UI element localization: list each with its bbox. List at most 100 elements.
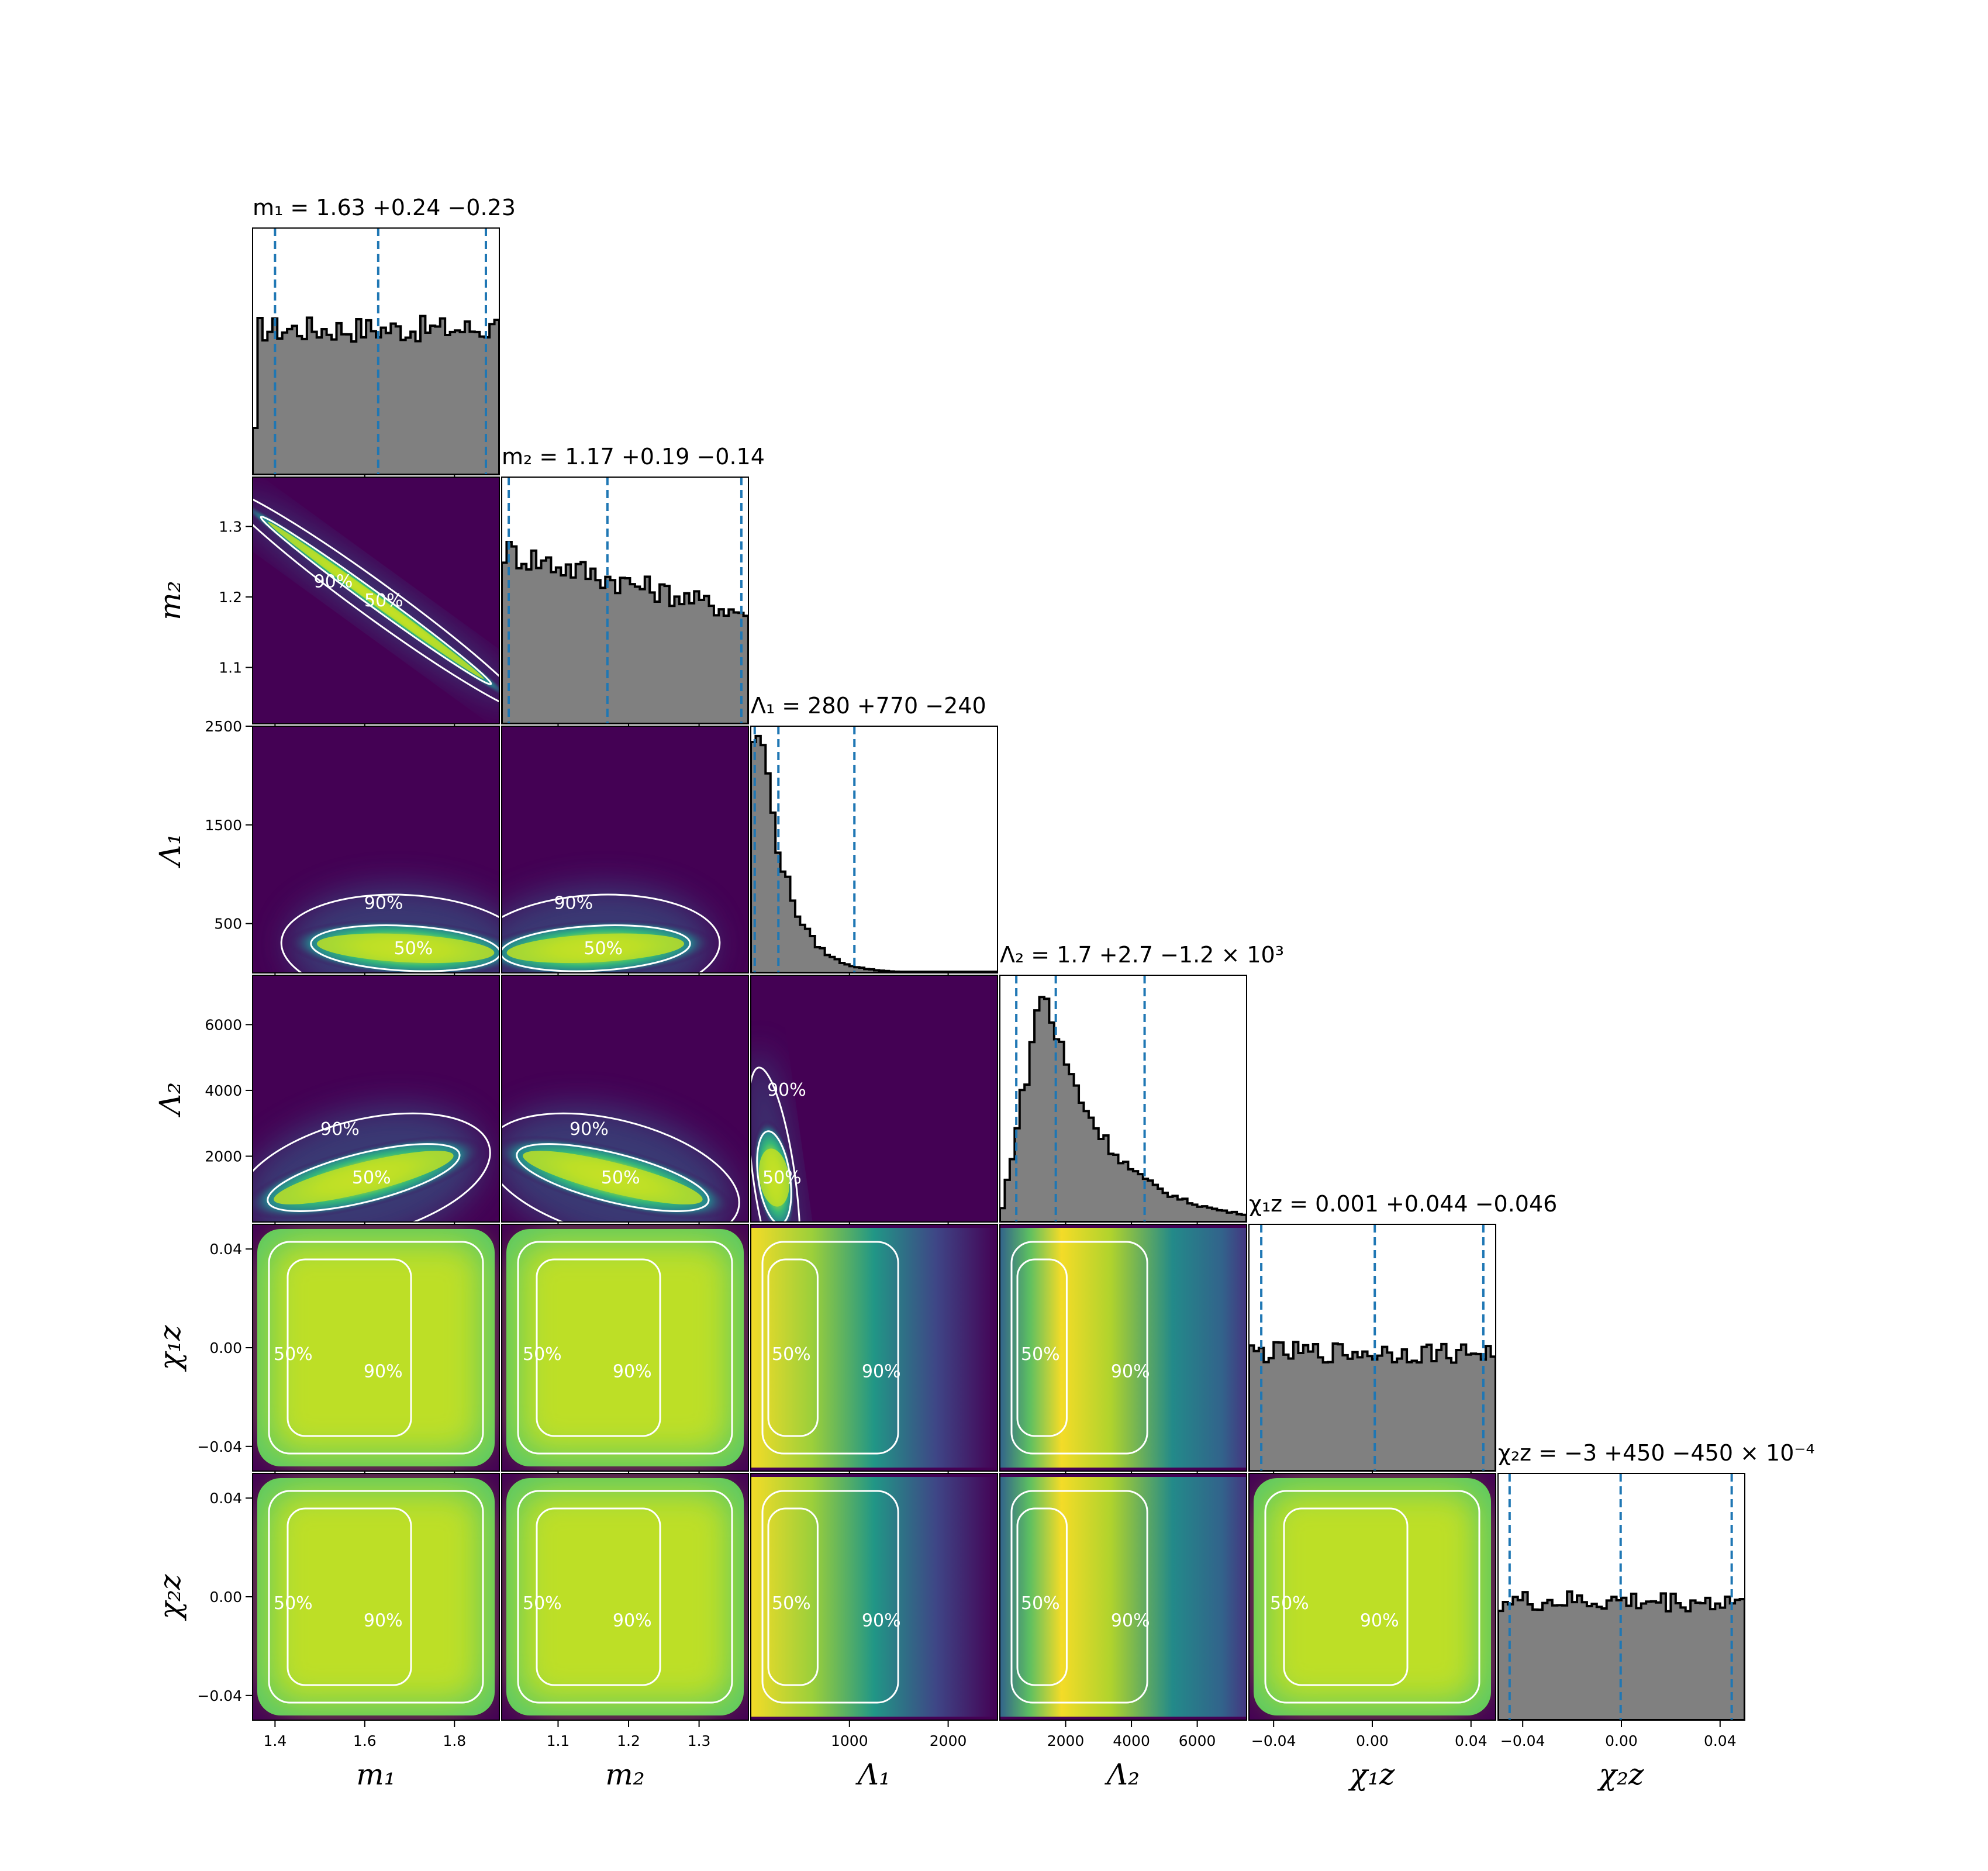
contour-90 bbox=[502, 893, 721, 973]
x-axis-label-L1: Λ₁ bbox=[855, 1758, 891, 1791]
x-tick-label: 1.1 bbox=[547, 1732, 570, 1749]
contour-50 bbox=[260, 516, 492, 685]
y-tick-label: 500 bbox=[214, 916, 242, 933]
x-tick-label: 0.04 bbox=[1704, 1732, 1737, 1749]
x-tick-label: 2000 bbox=[1047, 1732, 1085, 1749]
y-tick-label: 2500 bbox=[205, 718, 242, 735]
density-m2-chi1z: 50% 90% bbox=[506, 1229, 744, 1466]
contour-90 bbox=[253, 1112, 491, 1222]
y-tick-label: 1.1 bbox=[219, 660, 242, 676]
contour-50 bbox=[267, 1143, 461, 1212]
title-L2: Λ₂ = 1.7 +2.7 −1.2 × 10³ bbox=[1000, 942, 1284, 968]
contour-90 bbox=[761, 1241, 899, 1455]
contour-50 bbox=[287, 1507, 412, 1686]
panel-frame bbox=[750, 726, 998, 974]
density-L2-chi1z: 50% 90% bbox=[1000, 1228, 1247, 1468]
x-tick-label: 0.00 bbox=[1605, 1732, 1638, 1749]
contour-label-90: 90% bbox=[613, 1611, 652, 1631]
contour-label-90: 90% bbox=[613, 1362, 652, 1382]
panel-L1-m2: 50% 90% bbox=[501, 726, 749, 980]
contour-label-50: 50% bbox=[772, 1344, 811, 1365]
y-tick-label: 6000 bbox=[205, 1016, 242, 1033]
x-tick-label: 1.6 bbox=[353, 1732, 377, 1749]
contour-90 bbox=[280, 893, 499, 973]
panel-frame bbox=[750, 1224, 998, 1472]
x-tick-label: 1000 bbox=[831, 1732, 868, 1749]
title-chi1z: χ₁z = 0.001 +0.044 −0.046 bbox=[1249, 1191, 1557, 1217]
panel-frame bbox=[999, 1224, 1247, 1472]
contour-90 bbox=[1010, 1490, 1148, 1704]
title-chi2z: χ₂z = −3 +450 −450 × 10⁻⁴ bbox=[1498, 1440, 1815, 1466]
x-tick-label: −0.04 bbox=[1500, 1732, 1545, 1749]
contour-90 bbox=[1264, 1490, 1480, 1704]
contour-50 bbox=[310, 924, 499, 972]
panel-frame bbox=[750, 975, 998, 1223]
panel-frame bbox=[252, 477, 500, 724]
x-axis-label-chi2z: χ₂z bbox=[1597, 1758, 1644, 1791]
contour-label-90: 90% bbox=[314, 572, 353, 592]
density-L1-chi1z: 50% 90% bbox=[751, 1228, 998, 1468]
contour-90 bbox=[517, 1241, 733, 1455]
density-L1-chi2z: 50% 90% bbox=[751, 1477, 998, 1717]
panel-L1-L1: Λ₁ = 280 +770 −240 bbox=[750, 693, 998, 980]
contour-90 bbox=[751, 1066, 801, 1222]
contour-label-50: 50% bbox=[1021, 1344, 1060, 1365]
contour-label-90: 90% bbox=[570, 1119, 609, 1140]
title-m2: m₂ = 1.17 +0.19 −0.14 bbox=[502, 444, 765, 470]
contour-90 bbox=[268, 1241, 484, 1455]
contour-90 bbox=[1010, 1241, 1148, 1455]
panel-frame bbox=[501, 726, 749, 974]
x-tick-label: 0.00 bbox=[1356, 1732, 1389, 1749]
contour-label-90: 90% bbox=[364, 1362, 403, 1382]
contour-50 bbox=[536, 1507, 661, 1686]
x-tick-label: 4000 bbox=[1113, 1732, 1150, 1749]
density-m1-chi1z: 50% 90% bbox=[257, 1229, 495, 1466]
contour-90 bbox=[517, 1490, 733, 1704]
contour-label-90: 90% bbox=[1360, 1611, 1399, 1631]
contour-label-50: 50% bbox=[584, 938, 623, 959]
contour-50 bbox=[516, 1143, 710, 1212]
contour-label-50: 50% bbox=[772, 1593, 811, 1614]
panel-L1-m1: 50% 90% 500 1500 2500 bbox=[205, 718, 500, 980]
density-m2-L2: 50% 90% bbox=[502, 1106, 740, 1222]
panel-chi1z-L2: 50% 90% bbox=[999, 1224, 1247, 1478]
y-tick-label: −0.04 bbox=[197, 1687, 242, 1704]
contour-label-50: 50% bbox=[523, 1593, 562, 1614]
density-L1-L2: 50% 90% bbox=[751, 1050, 806, 1222]
panel-L2-m1: 50% 90% 2000 4000 6000 bbox=[205, 975, 500, 1229]
y-tick-label: 0.00 bbox=[209, 1340, 242, 1356]
contour-label-50: 50% bbox=[394, 938, 433, 959]
y-tick-label: 1500 bbox=[205, 817, 242, 834]
contour-50 bbox=[767, 1258, 819, 1437]
y-axis-label-chi1z: χ₁z bbox=[153, 1325, 187, 1372]
panel-L2-L2: Λ₂ = 1.7 +2.7 −1.2 × 10³ bbox=[999, 942, 1284, 1229]
panel-frame bbox=[252, 975, 500, 1223]
density-L2-chi2z: 50% 90% bbox=[1000, 1477, 1247, 1717]
density-m2-chi2z: 50% 90% bbox=[506, 1478, 744, 1715]
density-m2-L1: 50% 90% bbox=[502, 886, 721, 973]
contour-50 bbox=[1016, 1507, 1068, 1686]
panel-chi1z-m1: 50% 90% −0.04 0.00 0.04 bbox=[197, 1224, 500, 1478]
contour-label-50: 50% bbox=[352, 1168, 391, 1188]
histogram-m1 bbox=[253, 315, 499, 475]
panel-frame bbox=[501, 975, 749, 1223]
contour-label-50: 50% bbox=[601, 1168, 640, 1188]
panel-chi2z-chi1z: 50% 90% −0.04 0.00 0.04 bbox=[1248, 1473, 1496, 1749]
density-m1-chi2z: 50% 90% bbox=[257, 1478, 495, 1715]
panel-frame bbox=[501, 1224, 749, 1472]
panel-chi2z-L2: 50% 90% 2000 4000 6000 bbox=[999, 1473, 1247, 1749]
contour-50 bbox=[1283, 1507, 1409, 1686]
panel-chi1z-L1: 50% 90% bbox=[750, 1224, 998, 1478]
histogram-L1 bbox=[751, 734, 998, 973]
y-tick-label: 1.2 bbox=[219, 589, 242, 606]
contour-90 bbox=[502, 1112, 740, 1222]
contour-label-90: 90% bbox=[364, 1611, 403, 1631]
contour-label-50: 50% bbox=[364, 591, 403, 611]
y-tick-label: 0.00 bbox=[209, 1589, 242, 1606]
y-tick-label: 4000 bbox=[205, 1082, 242, 1099]
y-axis-label-chi2z: χ₂z bbox=[153, 1574, 187, 1621]
panel-frame bbox=[750, 1473, 998, 1721]
y-axis-label-m2: m₂ bbox=[153, 581, 187, 620]
panel-chi1z-m2: 50% 90% bbox=[501, 1224, 749, 1478]
